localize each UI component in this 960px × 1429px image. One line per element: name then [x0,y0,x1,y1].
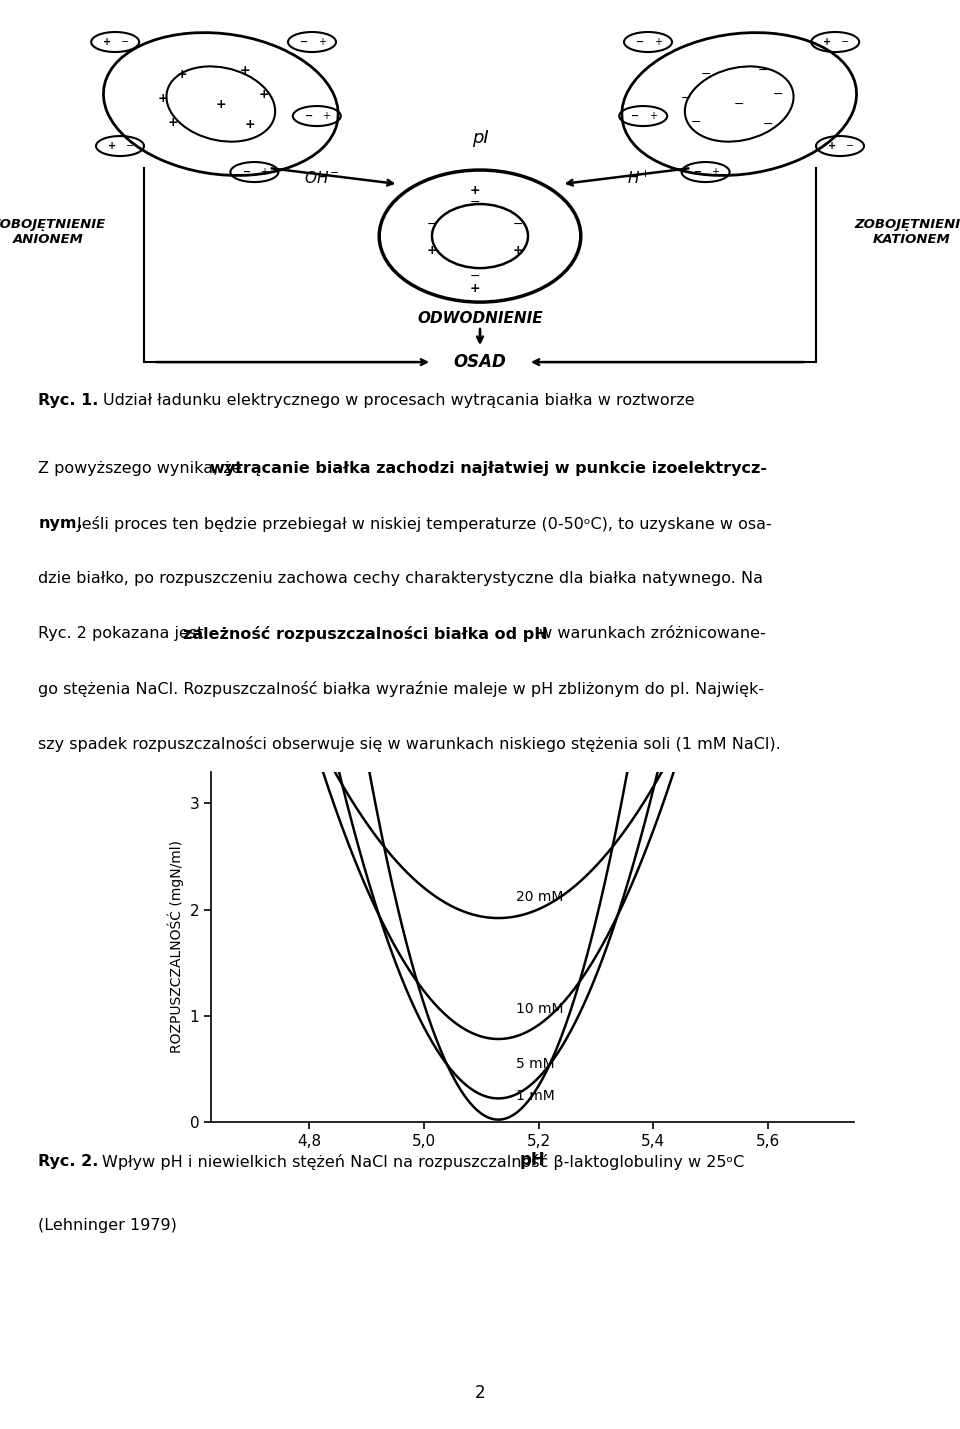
Text: OSAD: OSAD [454,353,506,372]
Text: −: − [841,37,849,47]
Text: −: − [121,37,129,47]
Text: dzie białko, po rozpuszczeniu zachowa cechy charakterystyczne dla białka natywne: dzie białko, po rozpuszczeniu zachowa ce… [38,572,763,586]
Text: 1 mM: 1 mM [516,1089,554,1103]
Text: +: + [258,87,270,100]
Text: +: + [318,37,325,47]
Text: ODWODNIENIE: ODWODNIENIE [418,310,542,326]
Text: +: + [239,63,251,77]
Text: +: + [215,97,227,110]
Text: +: + [824,37,831,47]
Text: szy spadek rozpuszczalności obserwuje się w warunkach niskiego stężenia soli (1 : szy spadek rozpuszczalności obserwuje si… [38,736,781,752]
Text: Z powyższego wynika, że: Z powyższego wynika, że [38,462,247,476]
Text: zależność rozpuszczalności białka od pH: zależność rozpuszczalności białka od pH [183,626,548,642]
Text: 5 mM: 5 mM [516,1057,554,1070]
Text: −: − [470,270,480,283]
Text: 2: 2 [474,1385,486,1402]
Text: +: + [469,183,481,197]
Text: +: + [177,67,188,80]
Text: −: − [636,37,644,47]
Text: 10 mM: 10 mM [516,1002,564,1016]
Text: −: − [126,141,133,151]
Text: −: − [427,217,437,230]
Text: −: − [514,217,523,230]
Text: −: − [694,167,702,177]
Text: −: − [300,37,308,47]
Text: −: − [682,91,691,104]
Text: +: + [260,167,268,177]
Text: +: + [649,111,657,121]
Text: +: + [244,117,255,130]
Text: −: − [470,196,480,209]
Text: −: − [701,67,710,80]
Text: +: + [711,167,719,177]
Text: +: + [426,243,438,257]
Text: Wpływ pH i niewielkich stężeń NaCl na rozpuszczalność β-laktoglobuliny w 25ᵒC: Wpływ pH i niewielkich stężeń NaCl na ro… [102,1155,744,1170]
X-axis label: pH: pH [520,1152,545,1169]
Text: OH$^-$: OH$^-$ [304,170,339,186]
Y-axis label: ROZPUSZCZALNOŚĆ (mgN/ml): ROZPUSZCZALNOŚĆ (mgN/ml) [168,840,184,1053]
Text: Jeśli proces ten będzie przebiegał w niskiej temperaturze (0-50ᵒC), to uzyskane : Jeśli proces ten będzie przebiegał w nis… [72,516,772,532]
Text: pI: pI [471,129,489,147]
Text: +: + [104,37,111,47]
Text: Udział ładunku elektrycznego w procesach wytrącania białka w roztworze: Udział ładunku elektrycznego w procesach… [103,393,694,407]
Text: Ryc. 2 pokazana jest: Ryc. 2 pokazana jest [38,626,209,640]
Text: go stężenia NaCl. Rozpuszczalność białka wyraźnie maleje w pH zbliżonym do pI. N: go stężenia NaCl. Rozpuszczalność białka… [38,680,764,697]
Text: +: + [828,141,836,151]
Text: −: − [758,63,768,77]
Text: 20 mM: 20 mM [516,890,563,905]
Text: w warunkach zróżnicowane-: w warunkach zróżnicowane- [534,626,766,640]
Text: −: − [773,87,782,100]
Text: (Lehninger 1979): (Lehninger 1979) [38,1218,178,1233]
Text: nym.: nym. [38,516,83,532]
Text: Ryc. 2.: Ryc. 2. [38,1155,99,1169]
Text: +: + [654,37,661,47]
Text: −: − [305,111,313,121]
Text: −: − [846,141,853,151]
Text: ZOBOJĘTNIENIE
KATIONEM: ZOBOJĘTNIENIE KATIONEM [854,219,960,246]
Text: +: + [167,116,179,129]
Text: Ryc. 1.: Ryc. 1. [38,393,99,407]
Text: +: + [157,91,169,104]
Text: +: + [513,243,524,257]
Text: −: − [763,117,773,130]
Text: ZOBOJĘTNIENIE
ANIONEM: ZOBOJĘTNIENIE ANIONEM [0,219,106,246]
Text: −: − [632,111,639,121]
Text: −: − [243,167,251,177]
Text: +: + [469,282,481,294]
Text: +: + [323,111,330,121]
Text: −: − [691,116,701,129]
Text: −: − [734,97,744,110]
Text: wytrącanie białka zachodzi najłatwiej w punkcie izoelektrycz-: wytrącanie białka zachodzi najłatwiej w … [210,462,767,476]
Text: +: + [108,141,116,151]
Text: H$^+$: H$^+$ [627,170,650,187]
